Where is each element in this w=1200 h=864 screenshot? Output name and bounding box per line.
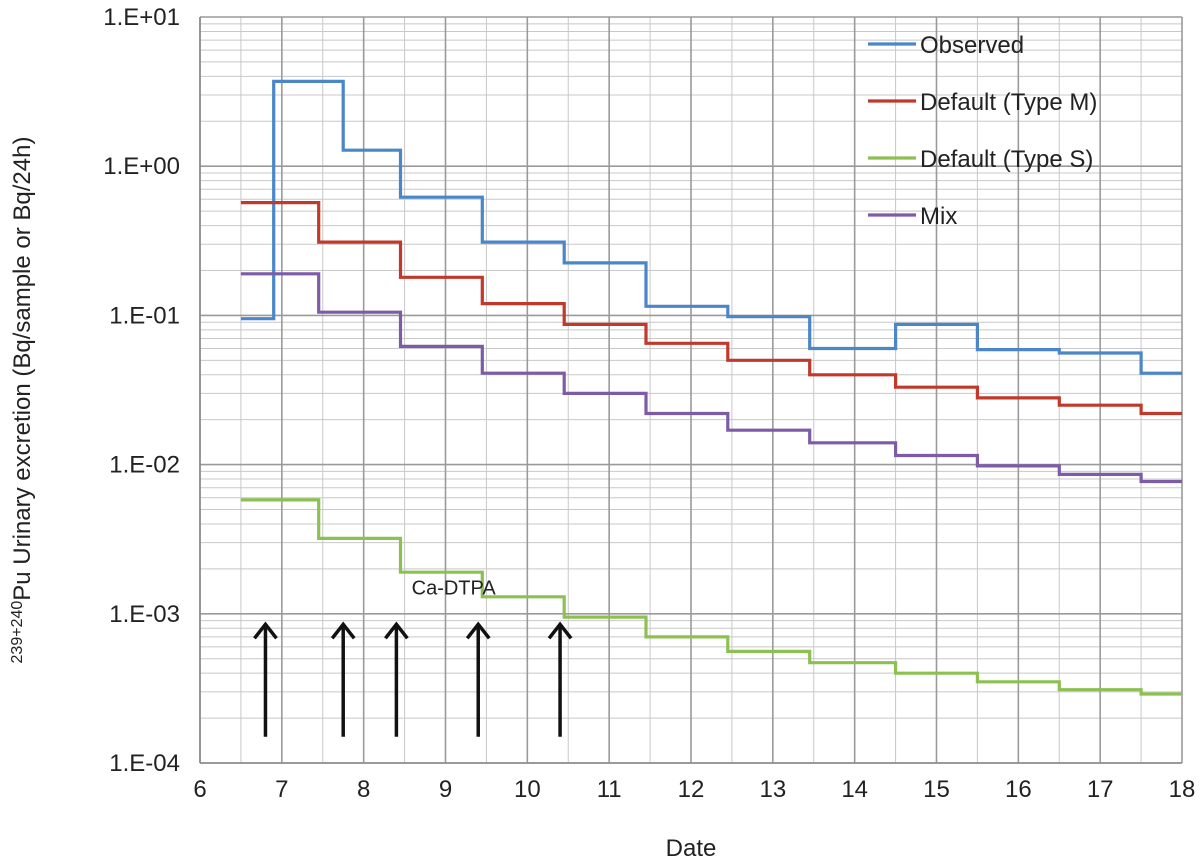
y-axis-title-superscript: 239+240 (9, 601, 26, 664)
x-tick-label: 10 (514, 776, 541, 803)
y-tick-label: 1.E+00 (103, 153, 180, 180)
arrow-head (384, 621, 409, 640)
x-tick-label: 7 (275, 776, 288, 803)
x-tick-label: 11 (597, 776, 622, 803)
arrow-head (253, 621, 278, 640)
x-tick-label: 15 (923, 776, 950, 803)
x-tick-label: 9 (439, 776, 452, 803)
major-grid (199, 16, 1183, 764)
x-tick-label: 18 (1169, 776, 1196, 803)
ca-dtpa-label: Ca-DTPA (412, 577, 497, 599)
series-line-default-type-m (240, 201, 1182, 416)
arrow-head (465, 621, 491, 640)
x-tick-label: 17 (1087, 776, 1114, 803)
y-tick-label: 1.E-04 (109, 750, 180, 777)
x-tick-label: 16 (1005, 776, 1032, 803)
annotation-layer: Ca-DTPA (253, 577, 573, 737)
series-line-default-type-s (240, 498, 1182, 696)
x-tick-label: 13 (759, 776, 786, 803)
arrow-head (547, 621, 573, 640)
y-axis-title: 239+240Pu Urinary excretion (Bq/sample o… (9, 137, 37, 664)
y-tick-label: 1.E-03 (109, 601, 180, 628)
series-line-mix (240, 272, 1182, 484)
y-tick-label: 1.E-02 (109, 452, 180, 479)
legend: Observed Default (Type M) Default (Type S)… (868, 32, 1097, 230)
y-tick-label: 1.E-01 (109, 302, 180, 329)
ca-dtpa-arrow (547, 621, 573, 737)
y-axis-title-main: Pu Urinary excretion (Bq/sample or Bq/24… (9, 137, 36, 601)
legend-label: Observed (920, 32, 1024, 59)
x-tick-label: 8 (357, 776, 370, 803)
arrow-head (330, 621, 356, 640)
series-line-observed (240, 79, 1182, 375)
x-tick-labels: 6 7 8 9 10 11 12 13 14 15 16 17 18 (193, 776, 1195, 803)
x-tick-label: 6 (193, 776, 206, 803)
series-layer (240, 79, 1182, 696)
legend-label: Default (Type M) (920, 89, 1097, 116)
x-tick-label: 14 (841, 776, 868, 803)
y-tick-labels: 1.E-04 1.E-03 1.E-02 1.E-01 1.E+00 1.E+01 (103, 4, 180, 777)
ca-dtpa-arrow (465, 621, 491, 737)
x-axis-title: Date (666, 835, 717, 862)
ca-dtpa-arrow (384, 621, 409, 737)
ca-dtpa-arrow (330, 621, 356, 737)
legend-label: Default (Type S) (920, 146, 1093, 173)
y-tick-label: 1.E+01 (103, 4, 180, 31)
legend-label: Mix (920, 203, 957, 230)
ca-dtpa-arrow (253, 621, 278, 737)
x-tick-label: 12 (678, 776, 705, 803)
